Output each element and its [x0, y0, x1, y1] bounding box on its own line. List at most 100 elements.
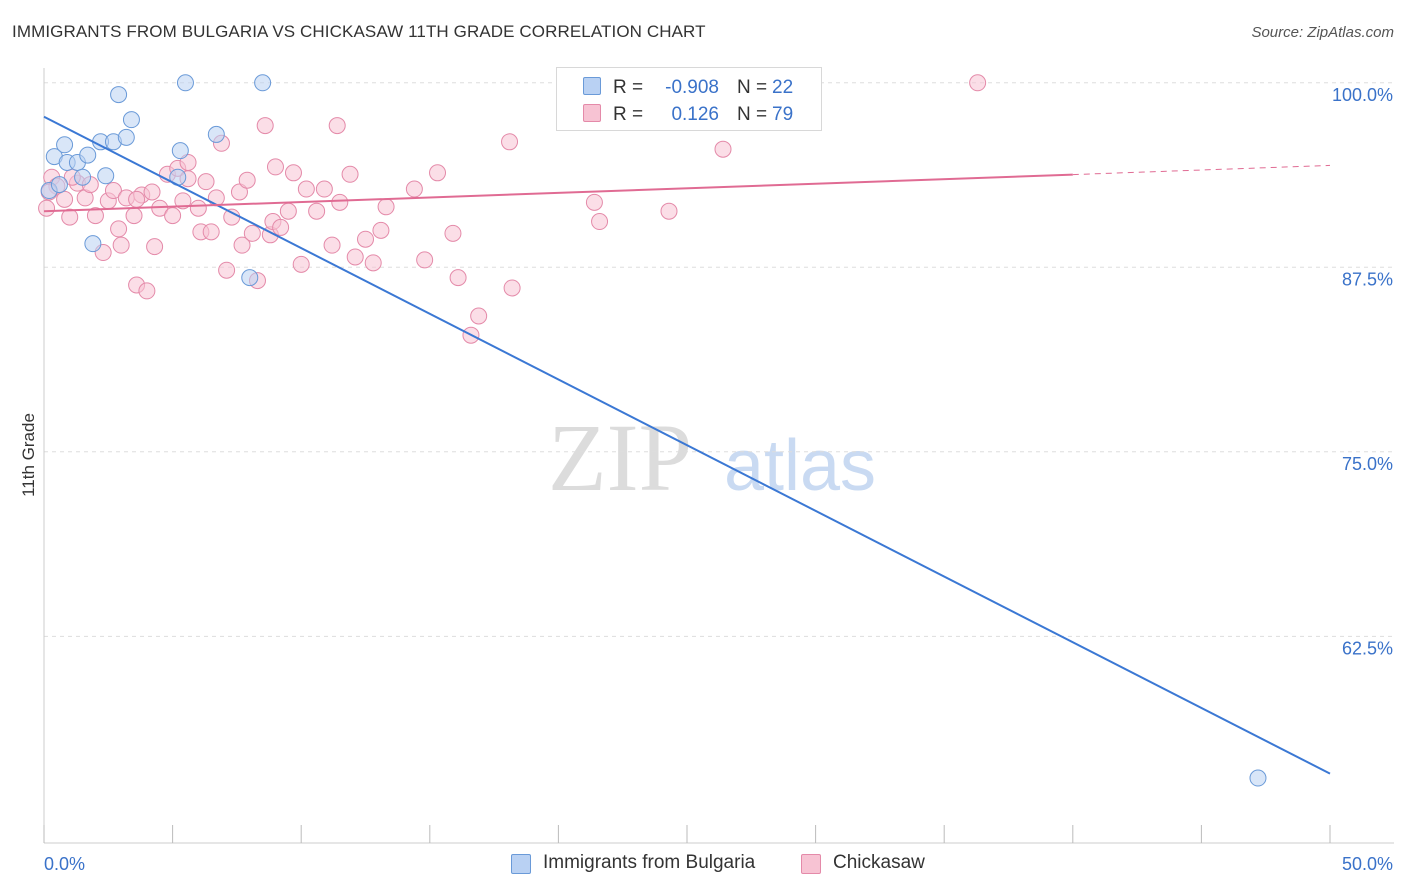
data-point	[1249, 769, 1267, 787]
data-point	[364, 254, 382, 272]
source-credit: Source: ZipAtlas.com	[1251, 24, 1394, 41]
legend-r-label: R =	[613, 104, 644, 125]
data-point	[238, 171, 256, 189]
data-point	[357, 230, 374, 248]
data-point	[97, 167, 115, 185]
trend-line-chickasaw	[43, 173, 1073, 213]
legend-n-label: N =	[737, 104, 768, 125]
data-point	[660, 202, 678, 220]
bottom-legend-swatch-bulgaria	[511, 854, 531, 874]
data-point	[218, 261, 236, 279]
data-point	[501, 133, 519, 151]
data-point	[79, 146, 97, 164]
data-point	[591, 213, 609, 231]
data-point	[189, 199, 207, 217]
data-point	[164, 207, 182, 225]
y-tick-label: 62.5%	[1342, 638, 1393, 658]
data-point	[207, 189, 225, 207]
data-point	[104, 182, 122, 200]
data-point	[202, 223, 220, 241]
data-point	[266, 158, 284, 176]
data-point	[143, 183, 161, 201]
legend-n-value: 22	[772, 77, 794, 98]
watermark: ZIP atlas	[548, 404, 876, 511]
grid	[44, 82, 1394, 637]
data-point	[372, 221, 390, 239]
data-point	[125, 207, 143, 225]
chart-title: IMMIGRANTS FROM BULGARIA VS CHICKASAW 11…	[12, 22, 706, 41]
data-point	[292, 255, 310, 273]
bottom-legend-label: Chickasaw	[833, 852, 925, 873]
data-point	[176, 74, 194, 92]
legend-r-value: -0.908	[665, 77, 719, 98]
data-point	[56, 136, 74, 154]
series-bulgaria-points	[40, 74, 1267, 787]
data-point	[138, 282, 156, 300]
y-tick-label: 87.5%	[1342, 269, 1393, 289]
data-point	[122, 111, 140, 129]
correlation-legend: R = -0.908 N = 22 R = 0.126 N = 79	[556, 67, 822, 131]
legend-row-chickasaw: R = 0.126 N = 79	[557, 100, 821, 126]
x-tick-labels: 0.0% 50.0%	[44, 854, 1393, 874]
data-point	[503, 279, 521, 297]
y-axis-label: 11th Grade	[19, 413, 38, 497]
legend-swatch-bulgaria	[583, 77, 601, 95]
data-point	[230, 183, 248, 201]
data-point	[171, 142, 189, 160]
data-point	[61, 208, 79, 226]
data-point	[254, 74, 272, 92]
data-point	[207, 125, 225, 143]
data-point	[86, 207, 104, 225]
data-point	[256, 117, 274, 135]
data-point	[444, 224, 462, 242]
data-point	[84, 235, 102, 253]
data-point	[470, 307, 488, 325]
x-tick-label: 0.0%	[44, 854, 85, 874]
trend-line-chickasaw-extension	[1072, 164, 1331, 176]
data-point	[346, 248, 364, 266]
data-point	[197, 173, 215, 191]
legend-r-label: R =	[613, 77, 644, 98]
data-point	[146, 238, 164, 256]
y-tick-label: 100.0%	[1332, 85, 1393, 105]
y-tick-labels: 62.5% 75.0% 87.5% 100.0%	[1332, 85, 1393, 659]
legend-n-label: N =	[737, 77, 768, 98]
watermark-zip: ZIP	[548, 404, 692, 511]
legend-n-value: 79	[772, 104, 794, 125]
data-point	[128, 190, 146, 208]
data-point	[297, 180, 315, 198]
data-point	[449, 269, 467, 287]
data-point	[323, 236, 341, 254]
x-ticks	[43, 825, 1331, 843]
data-point	[272, 218, 290, 236]
data-point	[74, 168, 92, 186]
data-point	[429, 164, 447, 182]
legend-swatch-chickasaw	[583, 104, 601, 122]
data-point	[279, 202, 297, 220]
data-point	[117, 128, 135, 146]
data-point	[110, 86, 128, 104]
data-point	[233, 236, 251, 254]
data-point	[243, 224, 261, 242]
data-point	[331, 193, 349, 211]
data-point	[969, 74, 987, 92]
data-point	[38, 199, 56, 217]
data-point	[308, 202, 326, 220]
x-tick-label: 50.0%	[1342, 854, 1393, 874]
data-point	[112, 236, 130, 254]
data-point	[315, 180, 333, 198]
data-point	[284, 164, 302, 182]
bottom-legend-label: Immigrants from Bulgaria	[543, 852, 756, 873]
y-tick-label: 75.0%	[1342, 454, 1393, 474]
data-point	[56, 190, 74, 208]
trend-lines	[43, 115, 1331, 775]
data-point	[416, 251, 434, 269]
trend-line-bulgaria	[43, 115, 1331, 775]
data-point	[110, 220, 128, 238]
legend-r-value: 0.126	[671, 104, 719, 125]
data-point	[241, 269, 259, 287]
bottom-legend-swatch-chickasaw	[801, 854, 821, 874]
data-point	[223, 208, 241, 226]
data-point	[405, 180, 423, 198]
